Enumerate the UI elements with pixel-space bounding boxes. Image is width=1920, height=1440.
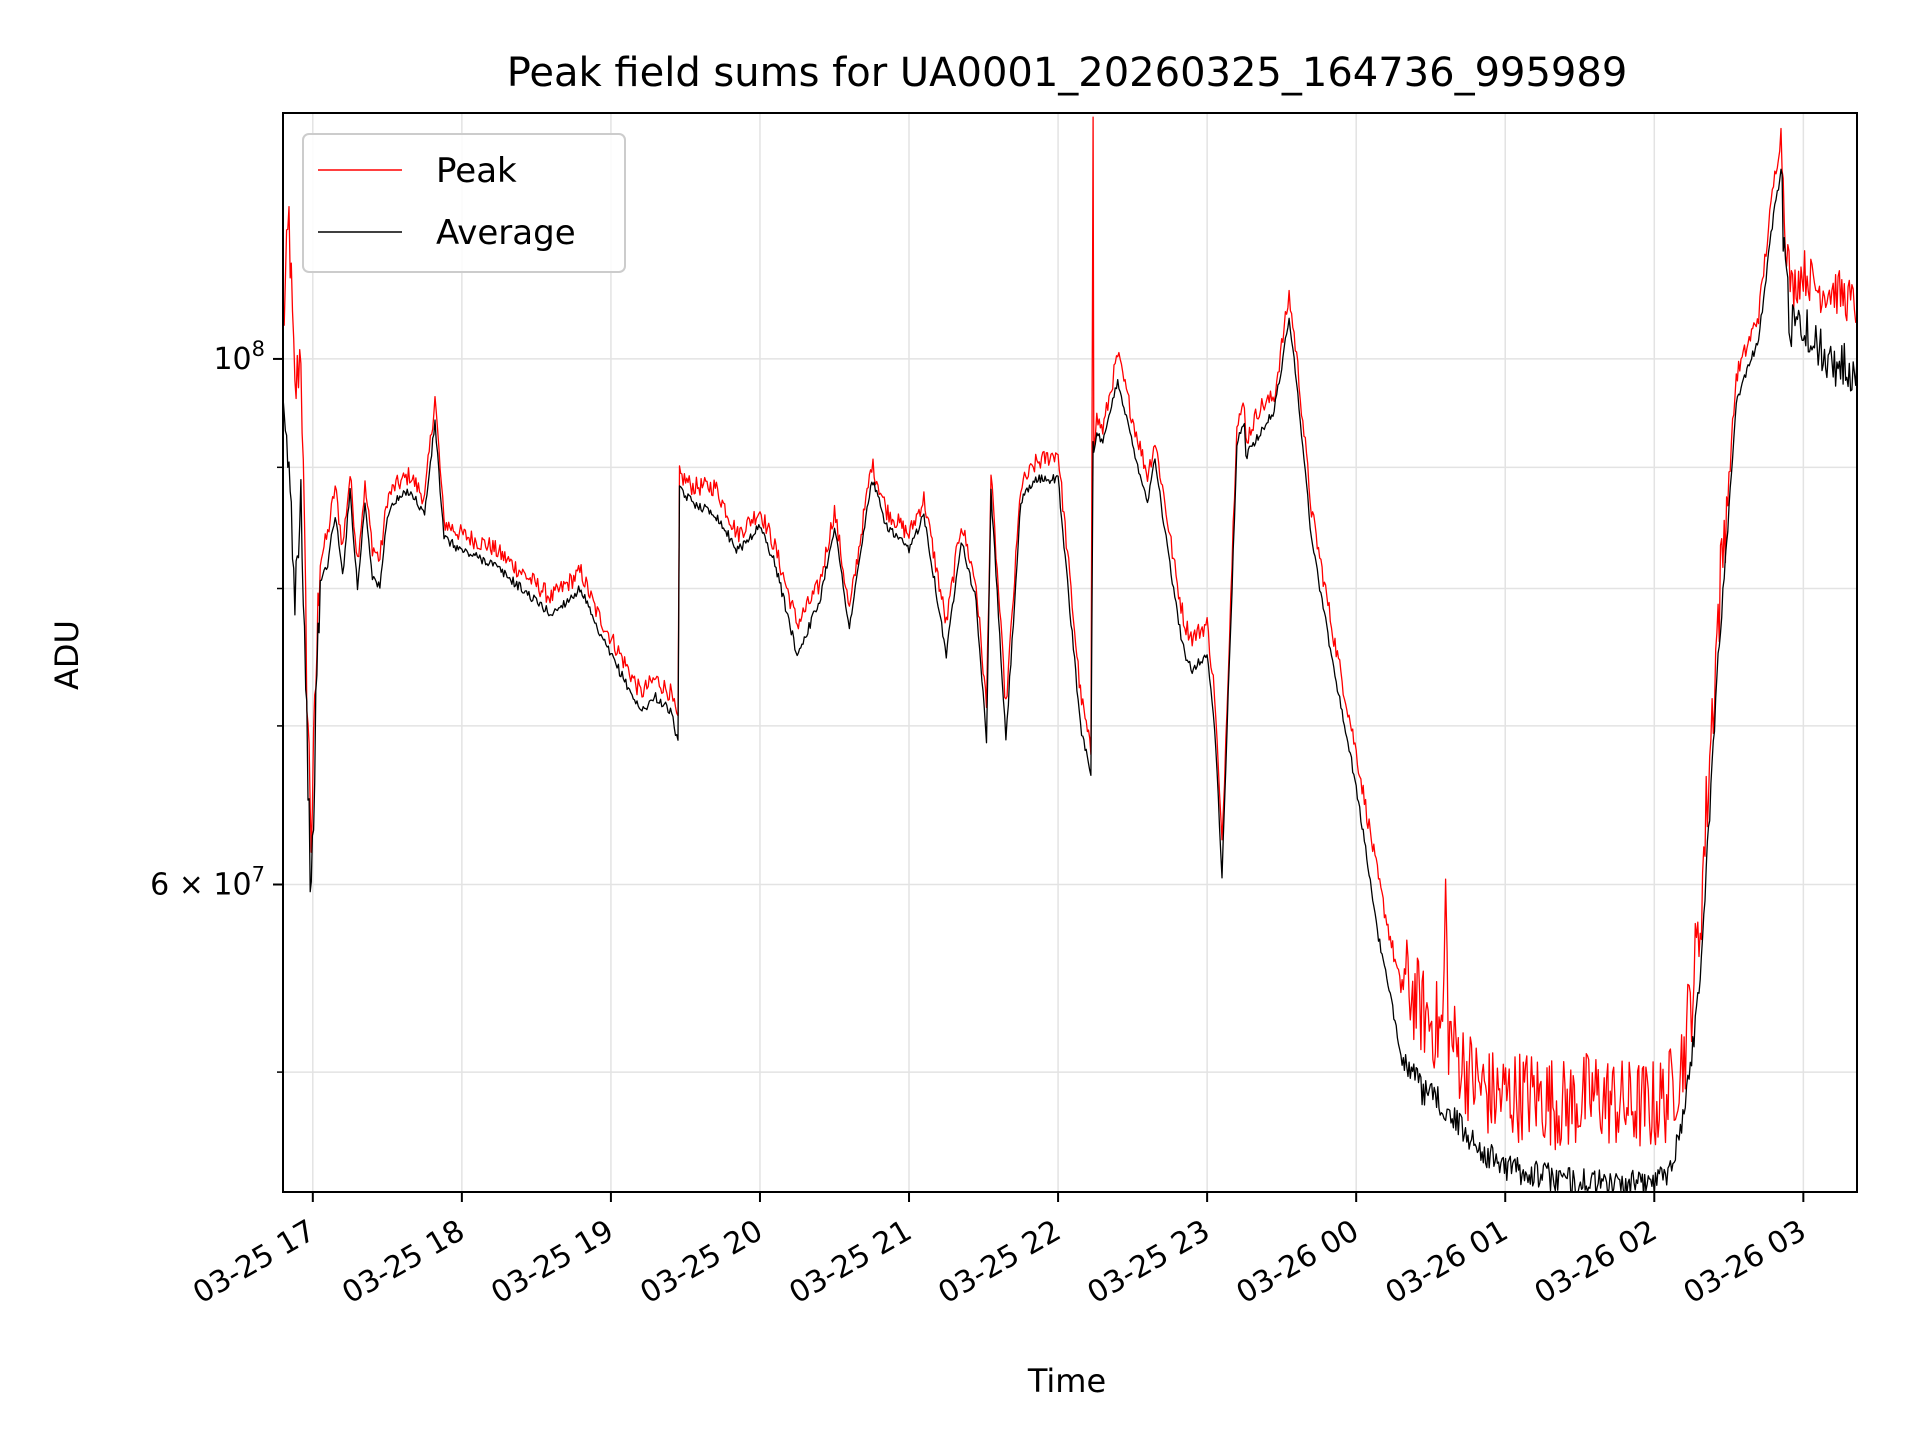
y-tick-label-1: 108 (213, 337, 265, 377)
legend-label-average: Average (436, 213, 576, 253)
legend: Peak Average (302, 133, 626, 273)
series-line-peak (283, 116, 1857, 1151)
chart-title: Peak field sums for UA0001_20260325_1647… (507, 50, 1628, 96)
y-tick-label-0: 6 × 107 (150, 863, 265, 903)
x-axis-label: Time (1027, 1362, 1106, 1400)
legend-box (302, 133, 626, 273)
series-layer (283, 116, 1857, 1192)
plot-frame (282, 112, 1858, 1193)
series-line-average (283, 168, 1857, 1192)
y-axis-label: ADU (48, 620, 86, 690)
legend-label-peak: Peak (436, 151, 517, 191)
